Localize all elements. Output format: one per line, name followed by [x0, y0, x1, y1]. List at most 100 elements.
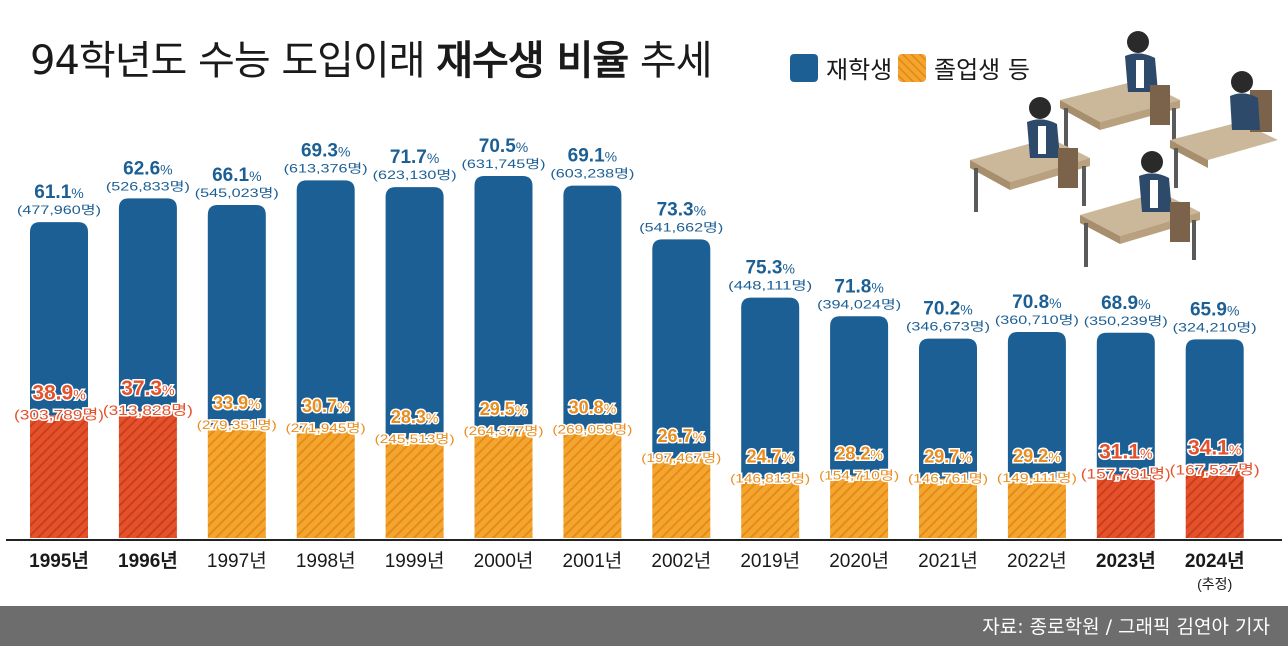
label-grad-count-2021년: (146,761명) [908, 472, 988, 486]
legend-student-label: 재학생 [826, 56, 893, 84]
legend-grad-swatch [898, 53, 926, 82]
label-student-count-1998년: (613,376명) [284, 161, 368, 175]
label-grad-pct-2002년: 26.7% [658, 426, 706, 446]
bar-student-2001년 [563, 185, 622, 430]
label-grad-count-2024년: (167,527명) [1170, 461, 1260, 477]
label-grad-count-1998년: (271,945명) [286, 421, 366, 435]
stacked-bar-chart: 61.1%(477,960명) 38.9% (303,789명) 1995년 62.6%… [6, 136, 1282, 592]
label-student-pct-1997년: 66.1% [212, 165, 261, 186]
title-part-2: 추세 [628, 38, 713, 84]
x-tick-2002년: 2002년 [651, 550, 711, 572]
x-tick-1995년: 1995년 [29, 550, 89, 572]
label-grad-count-2022년: (149,111명) [997, 471, 1077, 485]
x-tick-2019년: 2019년 [740, 550, 800, 572]
bar-grad-1995년 [30, 415, 88, 538]
label-student-pct-2023년: 68.9% [1101, 293, 1150, 314]
label-grad-pct-1999년: 28.3% [391, 407, 439, 427]
students-at-desks-illustration [970, 31, 1278, 267]
label-grad-pct-2000년: 29.5% [480, 399, 528, 419]
label-student-count-2024년: (324,210명) [1173, 320, 1257, 334]
desk-icon [1170, 71, 1278, 188]
bar-grad-2023년 [1096, 474, 1155, 538]
bar-grad-2020년 [830, 475, 889, 538]
label-grad-pct-2019년: 24.7% [746, 447, 794, 467]
label-student-count-1995년: (477,960명) [17, 203, 101, 217]
x-tick-1997년: 1997년 [207, 550, 267, 572]
label-grad-pct-1995년: 38.9% [32, 381, 85, 404]
bar-student-1998년 [296, 180, 355, 429]
x-tick-2024년: 2024년 [1185, 550, 1245, 572]
label-student-pct-2019년: 75.3% [745, 258, 794, 279]
bar-student-2022년 [1007, 332, 1066, 478]
x-tick-2000년: 2000년 [474, 550, 534, 572]
label-grad-count-2023년: (157,791명) [1081, 465, 1171, 481]
label-grad-pct-2024년: 34.1% [1188, 436, 1241, 459]
legend-student: 재학생 [790, 50, 892, 85]
bar-grad-1999년 [385, 438, 444, 538]
bar-student-2020년 [830, 316, 889, 476]
bar-student-1997년 [207, 204, 266, 426]
label-student-count-2022년: (360,710명) [995, 313, 1079, 327]
bar-grad-1998년 [296, 428, 355, 538]
label-grad-pct-2020년: 28.2% [835, 443, 883, 463]
x-tick-1998년: 1998년 [296, 550, 356, 572]
source-credit: 자료: 종로학원 / 그래픽 김연아 기자 [982, 616, 1270, 638]
bar-grad-2000년 [474, 431, 533, 538]
label-student-pct-1999년: 71.7% [390, 147, 439, 168]
label-grad-count-1999년: (245,513명) [375, 432, 455, 446]
label-grad-pct-1997년: 33.9% [213, 393, 260, 413]
label-student-count-2021년: (346,673명) [906, 320, 990, 334]
label-grad-count-1995년: (303,789명) [14, 406, 104, 422]
bar-student-2002년 [652, 239, 711, 459]
label-grad-count-1996년: (313,828명) [103, 402, 193, 418]
label-grad-count-1997년: (279,351명) [197, 418, 277, 432]
footer-bar: 자료: 종로학원 / 그래픽 김연아 기자 [0, 606, 1288, 646]
x-tick-2021년: 2021년 [918, 550, 978, 572]
label-grad-pct-2023년: 31.1% [1099, 440, 1152, 463]
x-tick-2022년: 2022년 [1007, 550, 1067, 572]
bar-student-2000년 [474, 175, 533, 432]
label-grad-count-2001년: (269,059명) [552, 422, 632, 436]
label-student-count-2019년: (448,111명) [728, 279, 812, 293]
x-tick-1996년: 1996년 [118, 550, 178, 572]
student-icon [1125, 31, 1170, 125]
student-icon [1027, 97, 1078, 188]
chart-title: 94학년도 수능 도입이래 재수생 비율 추세 [30, 28, 713, 86]
title-bold: 재수생 비율 [436, 38, 629, 84]
bar-grad-2021년 [919, 478, 977, 538]
bar-grad-2022년 [1007, 477, 1066, 538]
label-student-count-1996년: (526,833명) [106, 179, 190, 193]
x-tick-2020년: 2020년 [829, 550, 889, 572]
title-part-1: 94학년도 수능 도입이래 [30, 38, 437, 84]
label-grad-count-2002년: (197,467명) [641, 451, 721, 465]
x-tick-note-2024년: (추정) [1197, 576, 1232, 592]
label-grad-count-2000년: (264,377명) [464, 424, 544, 438]
bar-student-1995년 [30, 222, 88, 416]
label-student-pct-2024년: 65.9% [1190, 299, 1239, 320]
bar-grad-2002년 [652, 458, 711, 538]
bar-grad-2019년 [741, 478, 800, 538]
x-tick-2001년: 2001년 [563, 550, 623, 572]
label-student-count-1997년: (545,023명) [195, 186, 279, 200]
legend-grad-label: 졸업생 등 [934, 56, 1030, 84]
label-grad-pct-1996년: 37.3% [121, 377, 174, 400]
label-student-pct-2001년: 69.1% [568, 146, 617, 167]
label-student-pct-1995년: 61.1% [34, 182, 83, 203]
legend-student-swatch [790, 53, 818, 82]
label-grad-pct-2021년: 29.7% [924, 447, 972, 467]
label-grad-pct-2001년: 30.8% [569, 397, 617, 417]
label-student-count-1999년: (623,130명) [373, 168, 457, 182]
label-student-pct-2020년: 71.8% [834, 276, 883, 297]
bar-student-1999년 [385, 187, 444, 439]
label-student-pct-1998년: 69.3% [301, 140, 350, 161]
x-tick-1999년: 1999년 [385, 550, 445, 572]
label-grad-pct-1998년: 30.7% [302, 396, 350, 416]
x-tick-2023년: 2023년 [1096, 550, 1156, 572]
label-grad-count-2019년: (146,813명) [730, 472, 810, 486]
label-student-pct-2000년: 70.5% [479, 136, 528, 157]
label-student-pct-2021년: 70.2% [923, 299, 972, 320]
bar-grad-2024년 [1185, 470, 1244, 538]
label-student-pct-1996년: 62.6% [123, 158, 172, 179]
label-student-count-2001년: (603,238명) [550, 167, 634, 181]
legend-grad: 졸업생 등 [898, 50, 1030, 85]
